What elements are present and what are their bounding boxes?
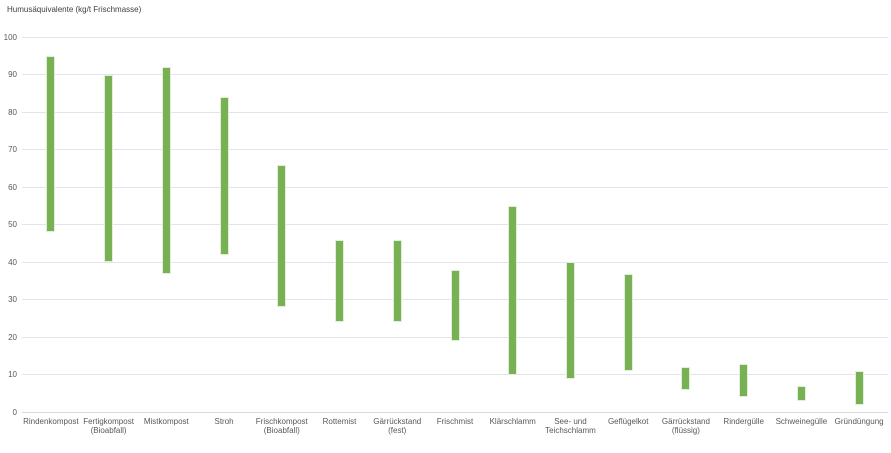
range-bar: [565, 262, 575, 379]
x-category-label: Rindergülle: [723, 417, 764, 426]
x-category-label: Frischkompost (Bioabfall): [255, 417, 308, 435]
y-tick-label: 50: [8, 220, 17, 230]
y-tick-label: 100: [3, 32, 17, 42]
gridline: [22, 261, 888, 263]
range-bar: [104, 74, 114, 263]
gridline: [22, 36, 888, 38]
range-bar: [739, 363, 749, 398]
range-bar: [623, 273, 633, 372]
y-tick-label: 30: [8, 295, 17, 305]
y-tick-label: 90: [8, 70, 17, 80]
range-bar: [854, 371, 864, 405]
x-category-label: Klärschlamm: [489, 417, 536, 426]
range-bar: [450, 269, 460, 342]
y-tick-label: 70: [8, 145, 17, 155]
gridline: [22, 111, 888, 113]
range-bar: [796, 386, 806, 402]
x-category-label: See- und Teichschlamm: [545, 417, 596, 435]
range-bar: [335, 239, 345, 323]
y-tick-label: 80: [8, 107, 17, 117]
y-tick-label: 0: [12, 408, 17, 417]
x-category-label: Geflügelkot: [607, 417, 649, 426]
x-category-label: Frischmist: [436, 417, 474, 426]
y-tick-label: 40: [8, 257, 17, 267]
range-bar: [392, 239, 402, 323]
x-category-label: Gärrückstand (flüssig): [661, 417, 710, 435]
y-tick-label: 10: [8, 370, 17, 380]
chart-title: Humusäquivalente (kg/t Frischmasse): [7, 5, 142, 14]
x-category-label: Gründüngung: [834, 417, 884, 426]
x-axis-line: [22, 412, 888, 413]
x-category-label: Fertigkompost (Bioabfall): [83, 417, 134, 435]
gridline: [22, 149, 888, 151]
range-bar: [219, 97, 229, 255]
range-bar: [46, 55, 56, 233]
x-category-label: Rindenkompost: [23, 417, 79, 426]
gridline: [22, 186, 888, 188]
x-category-label: Rottemist: [322, 417, 357, 426]
y-tick-label: 60: [8, 182, 17, 192]
x-category-label: Schweinegülle: [775, 417, 828, 426]
range-bar: [277, 164, 287, 308]
x-category-label: Gärrückstand (fest): [373, 417, 422, 435]
y-tick-label: 20: [8, 332, 17, 342]
gridline: [22, 74, 888, 76]
range-bar: [161, 67, 171, 274]
x-category-label: Mistkompost: [143, 417, 189, 426]
range-bar: [508, 205, 518, 375]
gridline: [22, 224, 888, 226]
x-category-label: Stroh: [214, 417, 234, 426]
gridline: [22, 374, 888, 376]
range-bar: [681, 367, 691, 390]
